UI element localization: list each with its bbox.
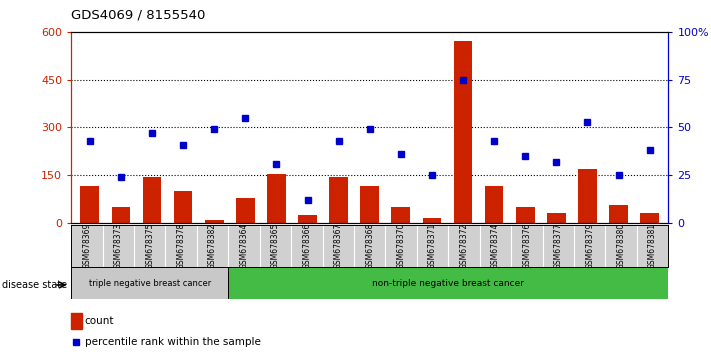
- Text: GSM678364: GSM678364: [240, 223, 248, 269]
- Text: disease state: disease state: [2, 280, 68, 290]
- Bar: [298, 215, 317, 223]
- Bar: [422, 218, 442, 223]
- Text: GSM678380: GSM678380: [616, 223, 626, 269]
- Text: GSM678378: GSM678378: [176, 223, 186, 269]
- Text: GSM678368: GSM678368: [365, 223, 374, 269]
- Bar: [71, 267, 228, 299]
- Bar: [392, 207, 410, 223]
- Text: non-triple negative breast cancer: non-triple negative breast cancer: [373, 279, 524, 288]
- Text: GSM678373: GSM678373: [114, 223, 123, 269]
- Text: count: count: [85, 316, 114, 326]
- Text: GSM678366: GSM678366: [302, 223, 311, 269]
- Bar: [609, 205, 628, 223]
- Bar: [173, 191, 193, 223]
- Bar: [236, 198, 255, 223]
- Bar: [112, 207, 130, 223]
- Text: GSM678376: GSM678376: [523, 223, 531, 269]
- Text: GSM678367: GSM678367: [333, 223, 343, 269]
- Text: GSM678365: GSM678365: [271, 223, 280, 269]
- Text: GSM678369: GSM678369: [82, 223, 91, 269]
- Bar: [454, 41, 472, 223]
- Bar: [485, 187, 503, 223]
- Text: GDS4069 / 8155540: GDS4069 / 8155540: [71, 9, 205, 22]
- Bar: [578, 169, 597, 223]
- Text: GSM678370: GSM678370: [397, 223, 406, 269]
- Text: GSM678382: GSM678382: [208, 223, 217, 269]
- Text: percentile rank within the sample: percentile rank within the sample: [85, 337, 261, 348]
- Text: GSM678374: GSM678374: [491, 223, 500, 269]
- Bar: [205, 220, 223, 223]
- Text: GSM678379: GSM678379: [585, 223, 594, 269]
- Bar: [547, 213, 566, 223]
- Bar: [360, 187, 379, 223]
- Text: GSM678381: GSM678381: [648, 223, 657, 269]
- Bar: [80, 187, 99, 223]
- Bar: [641, 213, 659, 223]
- Text: GSM678371: GSM678371: [428, 223, 437, 269]
- Bar: [228, 267, 668, 299]
- Bar: [267, 174, 286, 223]
- Bar: [143, 177, 161, 223]
- Text: GSM678375: GSM678375: [145, 223, 154, 269]
- Text: triple negative breast cancer: triple negative breast cancer: [89, 279, 210, 288]
- Bar: [71, 313, 82, 329]
- Bar: [516, 207, 535, 223]
- Bar: [329, 177, 348, 223]
- Text: GSM678377: GSM678377: [554, 223, 563, 269]
- Text: GSM678372: GSM678372: [459, 223, 469, 269]
